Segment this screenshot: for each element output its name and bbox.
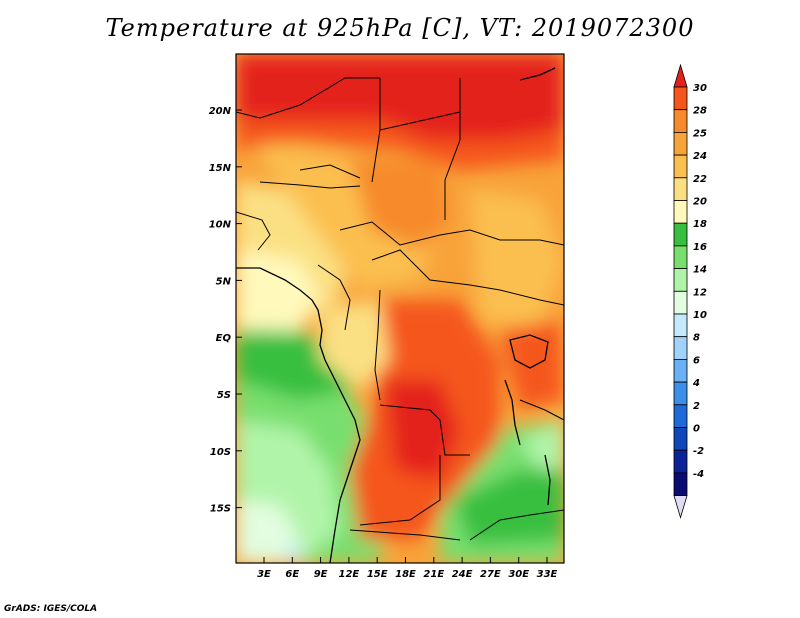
colorbar-swatch [673,222,688,247]
temperature-field [236,54,564,563]
colorbar-swatch [673,131,688,156]
border-chad-car [339,221,441,246]
border-libya-sudan [379,111,461,131]
colorbar-label: 24 [693,151,707,162]
lat-label: 15N [209,163,232,174]
colorbar-label: 16 [693,242,707,253]
colorbar-swatch [673,177,688,201]
field-chad-25 [350,160,450,250]
colorbar-label: 18 [693,219,707,230]
country-borders [236,77,564,541]
lat-label: 15S [210,504,231,515]
lon-label: 33E [537,569,558,580]
colorbar-swatch [673,404,688,428]
border-cameroon [317,264,351,331]
coast-lake-victoria [509,334,549,369]
colorbar-swatch [673,427,688,451]
border-sudan-ssudan [439,229,564,246]
border-congo-drc [374,289,381,401]
border-namibia [349,529,461,541]
colorbar-swatch [673,358,688,383]
colorbar-label: 8 [693,333,700,344]
lat-label: 5S [217,390,231,401]
lon-label: 15E [367,569,388,580]
border-niger-nigeria [259,181,361,189]
border-tanzania [519,399,564,421]
lon-label: 9E [314,569,328,580]
colorbar-top-arrow [673,63,688,88]
field-warm-28 [385,380,460,480]
colorbar-swatch [673,336,688,360]
colorbar-bottom-arrow [673,495,688,520]
colorbar-swatch [673,200,688,224]
longitude-axis: 3E 6E 9E 12E 15E 18E 21E 24E 27E 30E 33E [257,557,558,580]
credit-label: GrADS: IGES/COLA [4,604,98,614]
lon-label: 21E [423,569,444,580]
colorbar-swatch [673,449,688,474]
lat-label: EQ [216,333,232,344]
field-gabon-20 [320,300,390,390]
field-se-16 [455,470,564,545]
field-north-30 [236,54,564,140]
colorbar-label: 25 [693,128,707,139]
colorbar-label: 14 [693,265,707,276]
border-angola-drc [379,404,470,456]
colorbar-swatch [673,86,688,111]
coast-lake-malawi [544,454,551,506]
colorbar-swatch [673,313,688,338]
border-angola-zambia [359,455,441,526]
lon-label: 24E [452,569,473,580]
lat-label: 10N [209,220,232,231]
coast-west-africa [236,267,361,563]
field-se-12 [520,420,564,470]
lat-label: 5N [216,276,232,287]
colorbar-label: 10 [693,310,707,321]
lat-label: 20N [209,106,232,117]
field-cool-10 [236,500,300,563]
colorbar-label: 4 [692,378,700,389]
colorbar-label: 30 [693,83,707,94]
coast-red-sea [519,67,556,81]
field-cool-8 [284,545,302,563]
border-misc-2 [299,164,361,179]
map-frame [235,53,565,564]
colorbar-swatch [673,472,688,496]
colorbar-label: 20 [693,197,707,208]
colorbar-label: 22 [693,174,707,185]
colorbar-label: 2 [693,401,700,412]
lon-label: 27E [480,569,501,580]
lon-label: 6E [285,569,299,580]
border-libya-algeria [236,77,380,119]
border-car-drc [371,249,501,291]
colorbar-swatch [673,245,688,269]
lon-label: 3E [257,569,271,580]
colorbar-label: 28 [693,106,707,117]
chart-title: Temperature at 925hPa [C], VT: 201907230… [105,14,695,42]
colorbar-swatch [673,109,688,133]
colorbar-label: -2 [693,446,704,457]
colorbar-swatch [673,268,688,292]
colorbar-swatch [673,154,688,179]
colorbar-swatch [673,381,688,406]
coast-lake-tanganyika [504,379,521,446]
border-ssudan-uganda [499,289,564,306]
field-east-22 [470,190,564,330]
lon-label: 18E [395,569,416,580]
border-misc-1 [236,211,271,251]
latitude-axis: 20N 15N 10N 5N EQ 5S 10S 15S [209,106,242,515]
colorbar-label: 12 [693,287,707,298]
border-egypt-sudan [444,78,461,220]
lon-label: 12E [339,569,360,580]
field-west-18 [236,250,320,330]
colorbar-label: 0 [693,424,700,435]
coastlines [236,67,556,563]
colorbar-swatch [673,290,688,315]
lon-label: 30E [508,569,529,580]
colorbar-label: -4 [693,469,704,480]
lat-label: 10S [210,447,231,458]
border-zambia-zim [469,509,564,541]
colorbar-label: 6 [693,355,700,366]
